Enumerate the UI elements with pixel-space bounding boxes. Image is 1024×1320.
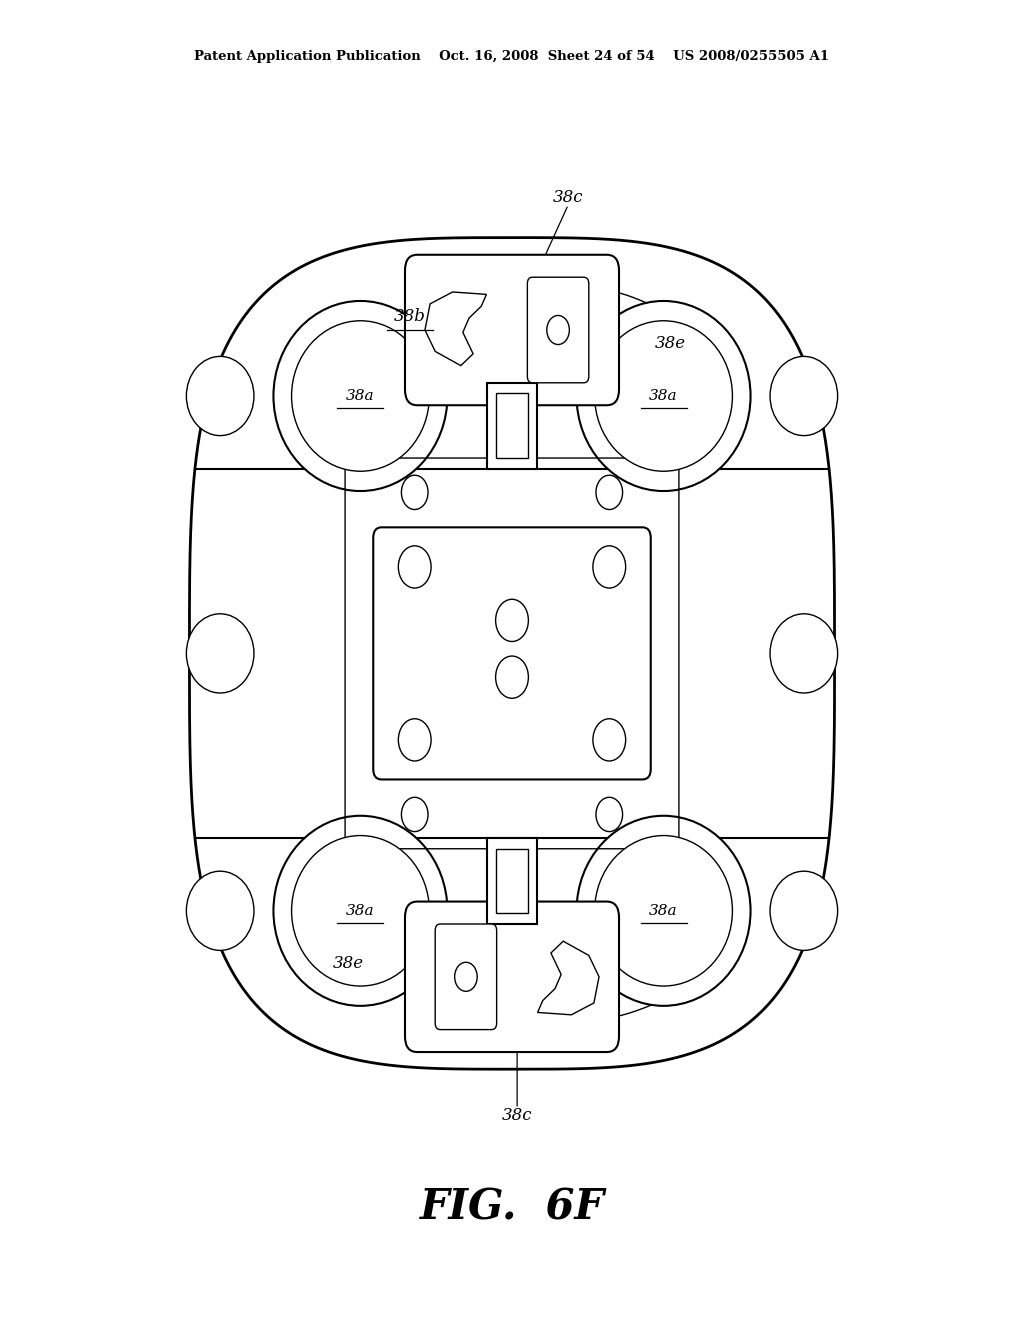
Circle shape	[398, 545, 431, 589]
Text: 38b: 38b	[393, 309, 426, 325]
Bar	[487, 383, 537, 469]
Ellipse shape	[577, 816, 751, 1006]
Bar	[487, 838, 537, 924]
Circle shape	[401, 797, 428, 832]
Circle shape	[593, 718, 626, 760]
Circle shape	[455, 962, 477, 991]
Text: 38c: 38c	[502, 1107, 532, 1123]
Ellipse shape	[595, 836, 732, 986]
Ellipse shape	[186, 871, 254, 950]
FancyBboxPatch shape	[435, 924, 497, 1030]
Text: Patent Application Publication    Oct. 16, 2008  Sheet 24 of 54    US 2008/02555: Patent Application Publication Oct. 16, …	[195, 50, 829, 63]
Text: 38a: 38a	[649, 389, 678, 403]
Ellipse shape	[770, 614, 838, 693]
Circle shape	[547, 315, 569, 345]
FancyBboxPatch shape	[527, 277, 589, 383]
Polygon shape	[189, 238, 835, 1069]
Circle shape	[398, 718, 431, 760]
Circle shape	[593, 545, 626, 589]
Ellipse shape	[186, 614, 254, 693]
Circle shape	[496, 656, 528, 698]
Bar	[496, 849, 528, 913]
Text: 38a: 38a	[346, 904, 375, 917]
Text: 38e: 38e	[655, 335, 686, 351]
Circle shape	[596, 475, 623, 510]
Text: 38c: 38c	[553, 190, 584, 206]
Text: FIG.  6F: FIG. 6F	[420, 1187, 604, 1229]
Ellipse shape	[770, 356, 838, 436]
Circle shape	[496, 599, 528, 642]
Bar	[496, 393, 528, 458]
Polygon shape	[538, 941, 599, 1015]
Ellipse shape	[577, 301, 751, 491]
Ellipse shape	[595, 321, 732, 471]
FancyBboxPatch shape	[404, 902, 618, 1052]
Circle shape	[596, 797, 623, 832]
Text: 38a: 38a	[346, 389, 375, 403]
Ellipse shape	[273, 301, 447, 491]
FancyBboxPatch shape	[404, 255, 618, 405]
Ellipse shape	[770, 871, 838, 950]
FancyBboxPatch shape	[373, 527, 651, 779]
Ellipse shape	[292, 836, 429, 986]
Polygon shape	[425, 292, 486, 366]
Ellipse shape	[273, 816, 447, 1006]
Ellipse shape	[292, 321, 429, 471]
Circle shape	[401, 475, 428, 510]
Text: 38e: 38e	[333, 956, 364, 972]
Text: 38a: 38a	[649, 904, 678, 917]
Ellipse shape	[186, 356, 254, 436]
